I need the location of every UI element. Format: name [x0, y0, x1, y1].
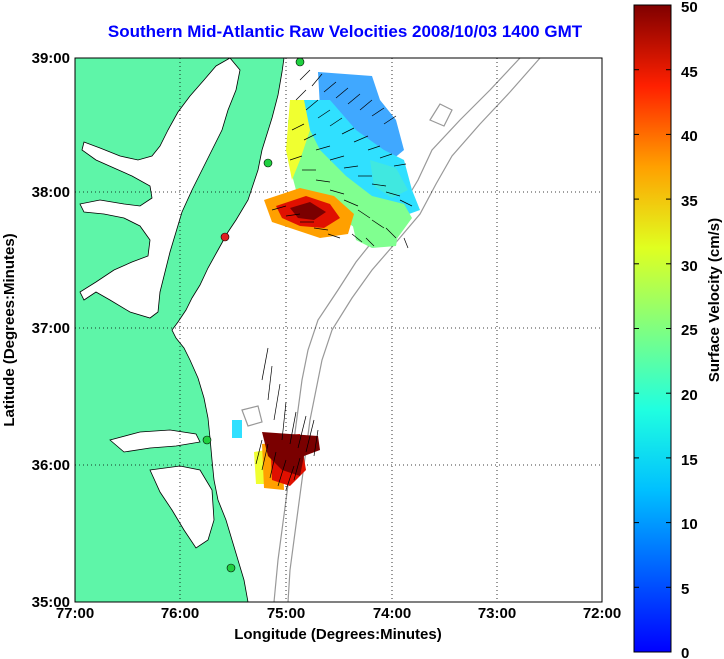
- map-grid: [75, 58, 602, 602]
- x-tick-label: 77:00: [56, 605, 94, 622]
- colorbar-tick: 50: [681, 0, 698, 16]
- colorbar-tick: 45: [681, 64, 698, 81]
- colorbar-label: Surface Velocity (cm/s): [706, 218, 723, 382]
- y-axis-label: Latitude (Degrees:Minutes): [1, 233, 18, 426]
- radar-stations: [202, 58, 305, 573]
- y-tick-label: 37:00: [32, 320, 70, 337]
- colorbar-tick: 15: [681, 452, 698, 469]
- colorbar-tick: 25: [681, 322, 698, 339]
- bathymetry-contours: [241, 58, 541, 602]
- albemarle-sound: [109, 429, 201, 453]
- map-title: Southern Mid-Atlantic Raw Velocities 200…: [107, 22, 583, 41]
- pamlico-sound: [149, 465, 215, 549]
- colorbar-gradient: [633, 4, 672, 653]
- x-tick-label: 73:00: [478, 605, 516, 622]
- x-axis-label: Longitude (Degrees:Minutes): [234, 626, 442, 643]
- velocity-field-north: [264, 72, 420, 248]
- x-tick-label: 74:00: [373, 605, 411, 622]
- colorbar-tick: 0: [681, 645, 689, 659]
- y-tick-label: 36:00: [32, 457, 70, 474]
- x-tick-label: 72:00: [583, 605, 621, 622]
- y-axis: 39:00 38:00 37:00 36:00 35:00 Latitude (…: [1, 50, 70, 611]
- velocity-vectors-south: [255, 347, 319, 491]
- colorbar: 50 45 40 35 30 25 20 15 10 5 0 Surface V…: [633, 0, 723, 659]
- colorbar-tick: 30: [681, 258, 698, 275]
- colorbar-tick: 35: [681, 193, 698, 210]
- y-tick-label: 39:00: [32, 50, 70, 67]
- colorbar-tick: 5: [681, 581, 689, 598]
- velocity-vectors-north: [271, 69, 413, 249]
- x-axis: 77:00 76:00 75:00 74:00 73:00 72:00 Long…: [56, 605, 621, 643]
- x-tick-label: 76:00: [161, 605, 199, 622]
- land-mass: [75, 58, 285, 602]
- x-tick-label: 75:00: [267, 605, 305, 622]
- colorbar-tick: 40: [681, 128, 698, 145]
- y-tick-label: 35:00: [32, 594, 70, 611]
- plot-frame: [74, 57, 603, 603]
- colorbar-tick: 20: [681, 387, 698, 404]
- colorbar-tick: 10: [681, 516, 698, 533]
- y-tick-label: 38:00: [32, 184, 70, 201]
